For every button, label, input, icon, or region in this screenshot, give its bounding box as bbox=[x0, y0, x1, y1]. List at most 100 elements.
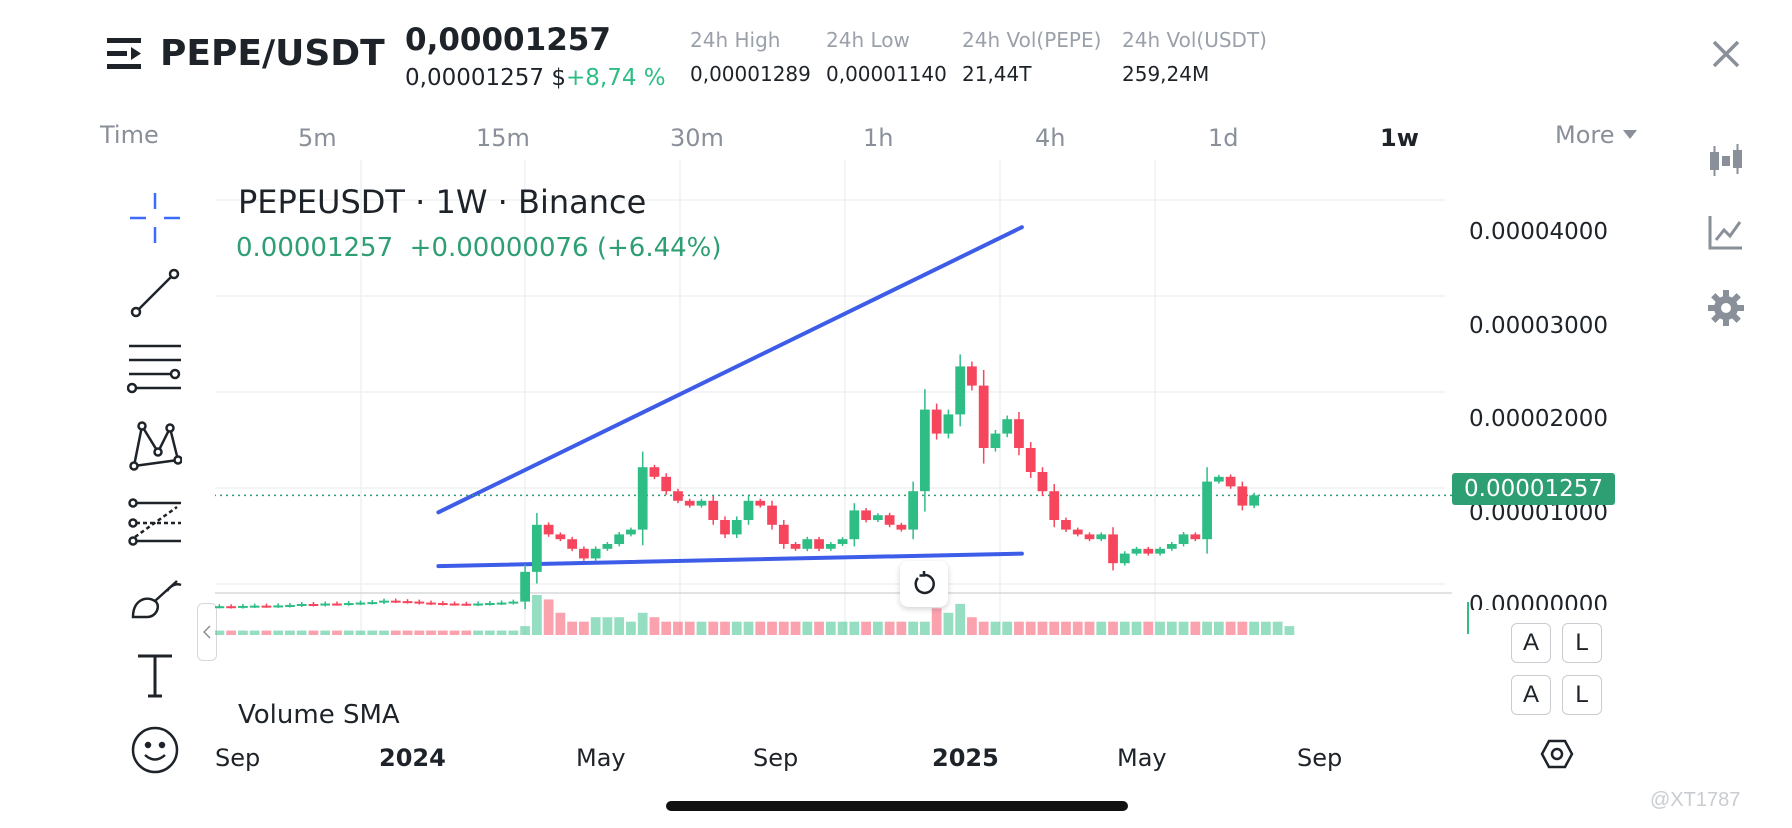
usd-price: 0,00001257 $ bbox=[405, 65, 566, 91]
candle bbox=[1190, 534, 1201, 540]
volume-bar bbox=[543, 599, 554, 635]
x-tick-label: Sep bbox=[1297, 744, 1343, 772]
tf-1d[interactable]: 1d bbox=[1208, 124, 1239, 152]
tf-15m[interactable]: 15m bbox=[476, 124, 530, 152]
volume-bar bbox=[814, 621, 824, 635]
close-icon[interactable] bbox=[1710, 38, 1742, 70]
auto-scale-button[interactable]: A bbox=[1511, 623, 1551, 663]
volume-bar bbox=[1155, 621, 1165, 635]
volume-bar bbox=[1237, 621, 1248, 635]
volume-bar bbox=[590, 617, 601, 635]
volume-bar bbox=[767, 621, 777, 635]
volume-bar bbox=[861, 621, 871, 635]
volume-bar bbox=[473, 630, 483, 635]
hexagon-icon[interactable] bbox=[1540, 737, 1574, 776]
text-tool-icon[interactable] bbox=[125, 645, 185, 705]
volume-bar bbox=[990, 621, 1001, 635]
candle bbox=[637, 467, 648, 530]
stat-vol-usdt-value: 259,24M bbox=[1122, 62, 1210, 86]
volume-bar bbox=[1131, 621, 1142, 635]
chevron-down-icon bbox=[1622, 130, 1637, 139]
candle bbox=[1213, 476, 1224, 482]
auto-scale-volume-button[interactable]: A bbox=[1511, 675, 1551, 715]
brush-icon[interactable] bbox=[125, 568, 185, 628]
menu-icon[interactable] bbox=[105, 35, 145, 73]
volume-bar bbox=[978, 621, 989, 635]
volume-bar bbox=[884, 621, 895, 635]
candle bbox=[285, 604, 295, 607]
log-scale-volume-button[interactable]: L bbox=[1562, 675, 1602, 715]
candle bbox=[708, 500, 719, 520]
candle bbox=[825, 544, 836, 549]
candle bbox=[343, 603, 354, 606]
volume-bar bbox=[967, 617, 977, 635]
time-label[interactable]: Time bbox=[100, 121, 159, 149]
stat-low-value: 0,00001140 bbox=[826, 62, 947, 86]
candle bbox=[1225, 476, 1236, 487]
pattern-tool-icon[interactable] bbox=[125, 415, 185, 475]
volume-bar bbox=[261, 630, 272, 635]
x-tick-label: 2024 bbox=[379, 744, 446, 772]
volume-bar bbox=[285, 630, 295, 635]
volume-bar bbox=[1025, 621, 1036, 635]
candle bbox=[531, 524, 542, 572]
emoji-icon[interactable] bbox=[125, 720, 185, 780]
price-chart[interactable] bbox=[215, 160, 1660, 730]
volume-bar bbox=[931, 608, 942, 635]
candle bbox=[696, 500, 707, 506]
candle bbox=[790, 544, 801, 549]
volume-bar bbox=[520, 626, 530, 635]
candle bbox=[849, 510, 860, 540]
candle bbox=[238, 605, 248, 608]
volume-bar bbox=[414, 630, 425, 635]
candles-icon[interactable] bbox=[1704, 138, 1748, 182]
volume-bar bbox=[920, 621, 930, 635]
crosshair-icon[interactable] bbox=[125, 188, 185, 248]
candle bbox=[602, 544, 613, 549]
stat-vol-pepe-value: 21,44T bbox=[962, 62, 1032, 86]
more-dropdown[interactable]: More bbox=[1555, 121, 1637, 149]
chart-legend-title: PEPEUSDT · 1W · Binance bbox=[238, 183, 647, 221]
candle bbox=[872, 515, 883, 520]
candle bbox=[1249, 495, 1259, 506]
tf-30m[interactable]: 30m bbox=[670, 124, 724, 152]
chart-legend-values: 0.00001257 +0.00000076 (+6.44%) bbox=[236, 233, 722, 263]
collapse-panel-handle[interactable] bbox=[197, 603, 217, 661]
candle bbox=[684, 500, 695, 506]
candle bbox=[1025, 448, 1036, 472]
x-tick-label: Sep bbox=[753, 744, 799, 772]
volume-bar bbox=[1037, 621, 1048, 635]
candle bbox=[437, 603, 448, 606]
reset-chart-button[interactable] bbox=[900, 561, 948, 607]
tf-4h[interactable]: 4h bbox=[1035, 124, 1066, 152]
y-tick-label: 0.00000000 bbox=[1469, 592, 1609, 610]
fib-retracement-icon[interactable] bbox=[125, 337, 185, 397]
watermark: @XT1787 bbox=[1650, 789, 1741, 811]
log-scale-button[interactable]: L bbox=[1562, 623, 1602, 663]
volume-bar bbox=[367, 630, 378, 635]
volume-bar bbox=[1284, 626, 1295, 635]
candle bbox=[1014, 419, 1024, 448]
candle bbox=[367, 602, 378, 605]
volume-bar bbox=[1202, 621, 1212, 635]
tf-1h[interactable]: 1h bbox=[863, 124, 894, 152]
y-tick-label: 0.00004000 bbox=[1469, 219, 1609, 245]
current-price-tag: 0.00001257 bbox=[1452, 473, 1616, 505]
tf-5m[interactable]: 5m bbox=[298, 124, 337, 152]
home-indicator bbox=[666, 801, 1128, 811]
volume-bar bbox=[1143, 621, 1154, 635]
gear-icon[interactable] bbox=[1704, 286, 1748, 330]
volume-bar bbox=[484, 630, 495, 635]
candle bbox=[1061, 520, 1071, 530]
volume-bar bbox=[872, 621, 883, 635]
projection-tool-icon[interactable] bbox=[125, 492, 185, 552]
last-price: 0,00001257 bbox=[405, 22, 611, 58]
candle bbox=[814, 539, 824, 549]
chart-type-icon[interactable] bbox=[1704, 210, 1748, 254]
trendline-tool-icon[interactable] bbox=[125, 263, 185, 323]
candle bbox=[261, 605, 272, 608]
tf-1w[interactable]: 1w bbox=[1380, 124, 1419, 152]
candle bbox=[226, 606, 237, 609]
pair-title[interactable]: PEPE/USDT bbox=[160, 33, 385, 74]
candle bbox=[943, 414, 954, 434]
